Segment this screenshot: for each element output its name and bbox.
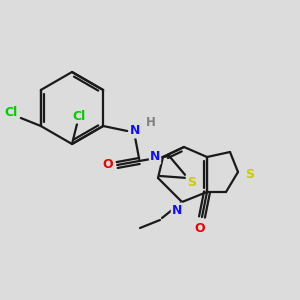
Text: H: H — [146, 116, 156, 130]
Text: N: N — [172, 203, 182, 217]
Text: S: S — [245, 167, 254, 181]
Text: N: N — [130, 124, 140, 137]
Text: Cl: Cl — [72, 110, 86, 122]
Text: O: O — [103, 158, 113, 172]
Text: O: O — [195, 223, 205, 236]
Text: S: S — [187, 176, 196, 188]
Text: N: N — [150, 151, 160, 164]
Text: Cl: Cl — [4, 106, 17, 118]
